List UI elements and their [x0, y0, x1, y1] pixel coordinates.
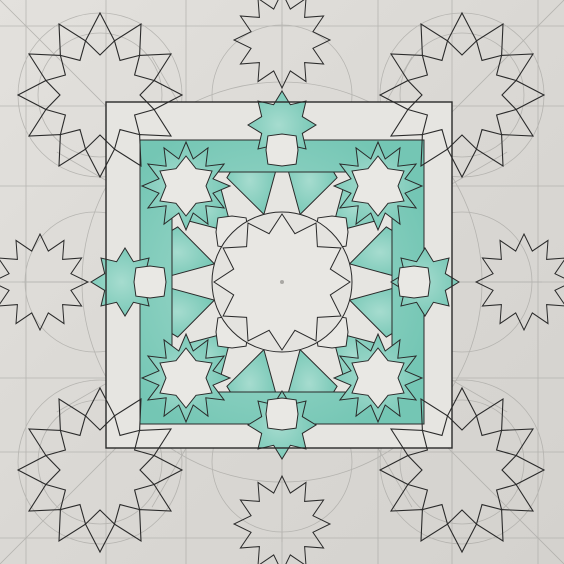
- rosette-center-point: [280, 280, 284, 284]
- white-tile: [266, 134, 298, 166]
- white-tile: [134, 266, 166, 298]
- white-tile: [266, 398, 298, 430]
- center-rosette: [212, 212, 352, 352]
- white-tile: [398, 266, 430, 298]
